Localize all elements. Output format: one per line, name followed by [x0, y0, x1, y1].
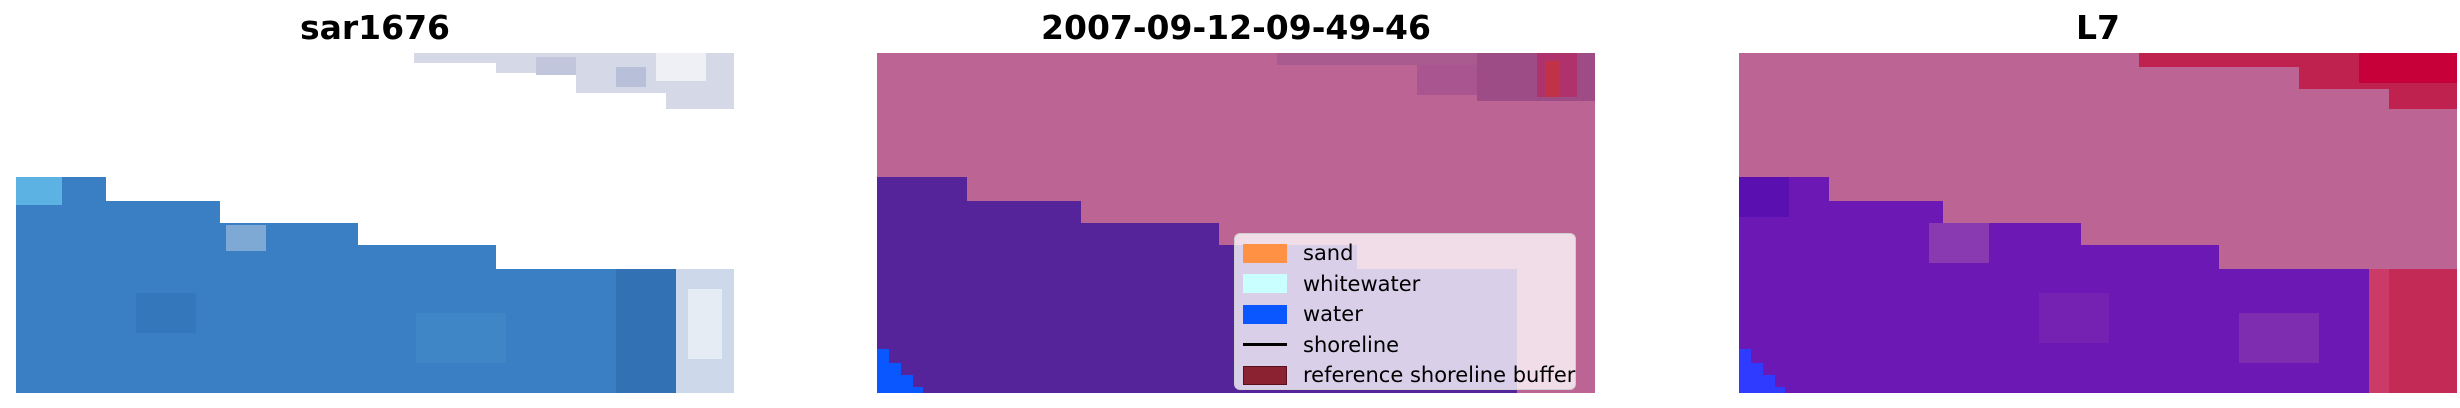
panel-title-rgb: sar1676	[299, 8, 451, 47]
legend: sand whitewater water shoreline referenc…	[1234, 233, 1576, 390]
legend-swatch-water	[1243, 304, 1287, 324]
index-image	[1739, 53, 2457, 393]
legend-item-reference-buffer: reference shoreline buffer	[1243, 360, 1575, 391]
legend-swatch-shoreline	[1243, 343, 1287, 347]
legend-label-reference-buffer: reference shoreline buffer	[1303, 363, 1576, 388]
legend-label-water: water	[1303, 302, 1363, 327]
legend-swatch-whitewater	[1243, 274, 1287, 294]
legend-swatch-sand	[1243, 243, 1287, 263]
legend-item-sand: sand	[1243, 238, 1567, 269]
legend-item-whitewater: whitewater	[1243, 269, 1567, 300]
legend-item-water: water	[1243, 299, 1567, 330]
rgb-image-panel	[16, 53, 734, 393]
legend-label-whitewater: whitewater	[1303, 271, 1421, 296]
panel-title-classification: 2007-09-12-09-49-46	[1041, 8, 1431, 47]
legend-label-shoreline: shoreline	[1303, 332, 1400, 357]
legend-swatch-reference-buffer	[1243, 365, 1287, 385]
legend-item-shoreline: shoreline	[1243, 330, 1567, 361]
legend-label-sand: sand	[1303, 241, 1354, 266]
rgb-image	[16, 53, 734, 393]
panel-title-index: L7	[2076, 8, 2120, 47]
index-panel	[1739, 53, 2457, 393]
